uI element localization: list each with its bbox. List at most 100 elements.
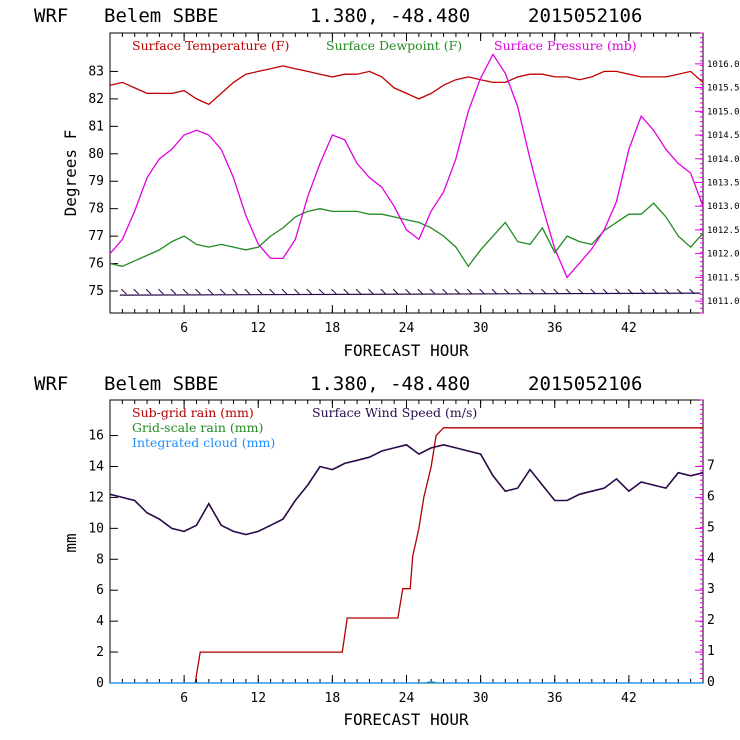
y2-tick-label: 1014.5	[707, 131, 740, 141]
bottom-header-station: Belem SBBE	[104, 373, 218, 395]
top-header-coords: 1.380, -48.480	[310, 5, 470, 27]
wind-barb	[442, 288, 448, 295]
bottom-header-model: WRF	[34, 373, 68, 395]
top-header-station: Belem SBBE	[104, 5, 218, 27]
legend-surface-dewpoint: Surface Dewpoint (F)	[326, 38, 462, 53]
y-tick-label: 82	[88, 92, 104, 107]
y-tick-label: 80	[88, 147, 104, 162]
top-y-ticks: 75 76 77 78 79 80 81 82 83	[88, 64, 118, 299]
wind-barbs	[119, 288, 701, 296]
bottom-y-ticks: 0 2 4 6 8 10 12 14 16	[88, 429, 118, 691]
legend-integrated-cloud: Integrated cloud (mm)	[132, 435, 275, 450]
y2-tick-label: 1	[707, 644, 715, 659]
wind-barb	[269, 288, 275, 295]
bottom-header: WRF Belem SBBE 1.380, -48.480 2015052106	[34, 373, 642, 395]
wind-barb	[392, 288, 399, 295]
wind-barb	[293, 288, 300, 295]
x-tick-label: 6	[180, 691, 188, 706]
x-tick-label: 36	[547, 321, 563, 336]
wind-barb	[133, 288, 140, 295]
x-tick-label: 30	[473, 321, 489, 336]
y2-tick-label: 2	[707, 613, 715, 628]
wind-barb	[503, 288, 510, 295]
bottom-header-coords: 1.380, -48.480	[310, 373, 470, 395]
x-tick-label: 30	[473, 691, 489, 706]
wind-barb	[479, 288, 485, 295]
bottom-y2-ticks: 0 1 2 3 4 5 6 7	[695, 399, 715, 690]
wind-barb	[565, 288, 572, 295]
top-minor-ticks	[121, 33, 692, 313]
wind-barb	[232, 288, 238, 295]
top-plot-frame	[109, 32, 704, 314]
bottom-series-lines	[109, 427, 704, 684]
wind-barb	[219, 288, 226, 295]
top-x-ticks: 6 12 18 24 30 36 42	[180, 33, 637, 336]
wind-barb	[355, 288, 362, 295]
wind-barb	[602, 288, 609, 295]
top-legend: Surface Temperature (F) Surface Dewpoint…	[132, 38, 637, 53]
wind-barb	[516, 288, 523, 295]
wind-barb	[454, 288, 461, 295]
legend-surface-pressure: Surface Pressure (mb)	[494, 38, 637, 53]
x-tick-label: 42	[621, 691, 637, 706]
wind-barb	[491, 288, 498, 295]
y2-tick-label: 1012.5	[707, 226, 740, 236]
y2-tick-label: 5	[707, 520, 715, 535]
wind-barb	[405, 288, 411, 295]
legend-surface-temperature: Surface Temperature (F)	[132, 38, 289, 53]
y2-tick-label: 1012.0	[707, 250, 740, 260]
wind-barb	[331, 288, 337, 295]
wind-barb	[466, 288, 473, 295]
y-tick-label: 78	[88, 202, 104, 217]
y2-tick-label: 1015.0	[707, 107, 740, 117]
wind-barb	[281, 288, 288, 295]
wind-barb	[590, 288, 597, 295]
y-tick-label: 83	[88, 64, 104, 79]
x-tick-label: 24	[399, 691, 415, 706]
wind-barb	[306, 288, 313, 295]
top-x-axis-title: FORECAST HOUR	[343, 341, 469, 360]
top-header: WRF Belem SBBE 1.380, -48.480 2015052106	[34, 5, 642, 27]
top-series-lines	[109, 53, 704, 279]
x-tick-label: 18	[325, 321, 341, 336]
wind-barb	[429, 288, 436, 295]
y-tick-label: 14	[88, 459, 104, 474]
wind-barb	[244, 288, 251, 295]
wind-barb	[417, 288, 424, 295]
x-tick-label: 12	[250, 691, 266, 706]
integrated-cloud-mm-line	[110, 680, 703, 684]
wind-barb	[145, 288, 152, 295]
y-tick-label: 0	[96, 676, 104, 691]
y-tick-label: 77	[88, 229, 104, 244]
wind-barb	[195, 288, 201, 295]
y2-tick-label: 1013.0	[707, 202, 740, 212]
legend-gridscale-rain: Grid-scale rain (mm)	[132, 420, 263, 435]
bottom-legend: Sub-grid rain (mm) Grid-scale rain (mm) …	[132, 405, 477, 450]
y2-tick-label: 1011.5	[707, 273, 740, 283]
surface-dewpoint-f-line	[109, 202, 704, 268]
top-y-axis-title: Degrees F	[61, 130, 80, 217]
y-tick-label: 8	[96, 552, 104, 567]
y-tick-label: 6	[96, 583, 104, 598]
top-header-model: WRF	[34, 5, 68, 27]
top-y2-ticks: 1011.0 1011.5 1012.0 1012.5 1013.0 1013.5 1014…	[695, 32, 740, 314]
wind-barb	[615, 288, 621, 295]
x-tick-label: 24	[399, 321, 415, 336]
y-tick-label: 79	[88, 174, 104, 189]
legend-subgrid-rain: Sub-grid rain (mm)	[132, 405, 254, 420]
y2-tick-label: 1011.0	[707, 297, 740, 307]
sub-grid-rain-mm-line	[194, 427, 703, 684]
surface-pressure-mb-line	[109, 53, 704, 279]
wind-barb	[528, 288, 535, 295]
y-tick-label: 10	[88, 521, 104, 536]
y2-tick-label: 1013.5	[707, 178, 740, 188]
bottom-x-axis-title: FORECAST HOUR	[343, 710, 469, 729]
wind-barb	[158, 288, 164, 295]
x-tick-label: 42	[621, 321, 637, 336]
wind-barb	[541, 288, 547, 295]
y2-tick-label: 7	[707, 458, 715, 473]
y-tick-label: 2	[96, 645, 104, 660]
wind-barb	[318, 288, 325, 295]
y-tick-label: 81	[88, 119, 104, 134]
